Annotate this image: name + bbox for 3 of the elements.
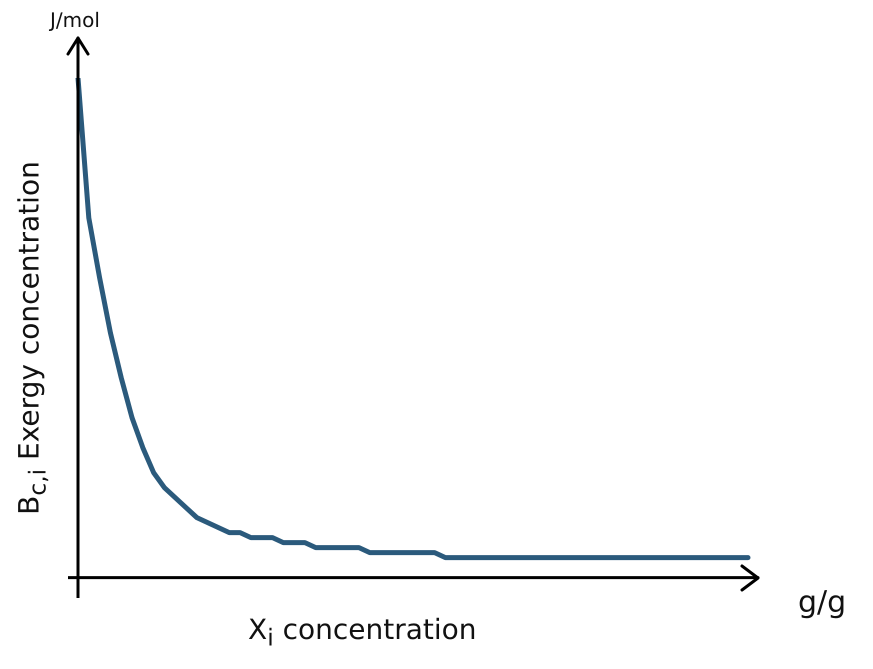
text: J/mol [50,8,100,32]
text: g/g [798,585,846,620]
x-axis-title: X$_{i}$ concentration [248,613,476,652]
